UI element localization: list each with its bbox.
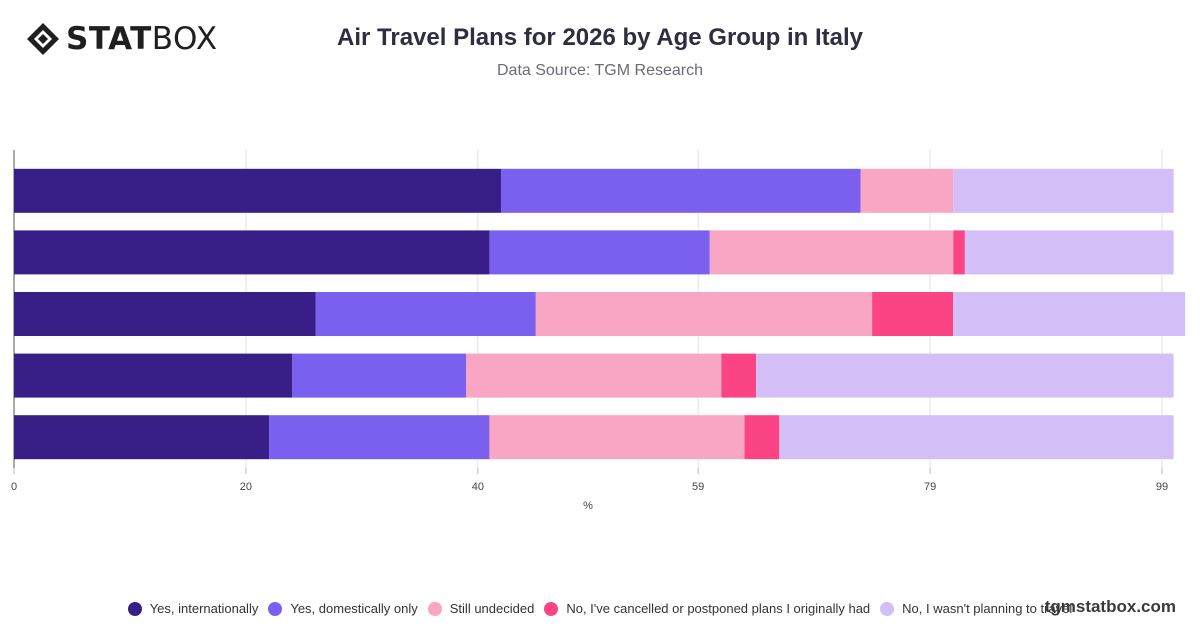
legend-item[interactable]: Yes, domestically only	[268, 601, 418, 616]
bar-segment	[501, 168, 861, 213]
bar-segment	[953, 292, 1186, 336]
statbox-logo: STATBOX	[26, 22, 218, 56]
legend-item[interactable]: No, I've cancelled or postponed plans I …	[544, 601, 870, 616]
bar-segment	[953, 230, 965, 275]
bar-segment	[14, 415, 270, 460]
legend-label: Yes, domestically only	[290, 601, 418, 616]
legend-swatch-icon	[127, 601, 142, 616]
legend-swatch-icon	[268, 601, 283, 616]
x-tick-label: 59	[692, 481, 704, 493]
x-tick-label: 79	[924, 481, 936, 493]
bar-segment	[292, 353, 467, 398]
x-tick-label: 40	[472, 481, 484, 493]
chart-subtitle: Data Source: TGM Research	[496, 62, 703, 79]
legend-label: No, I wasn't planning to travel	[902, 601, 1073, 616]
bar-segment	[315, 292, 536, 336]
logo-text-light: BOX	[151, 20, 218, 57]
legend-label: No, I've cancelled or postponed plans I …	[566, 601, 871, 616]
legend-swatch-icon	[427, 601, 442, 616]
bar-segment	[14, 292, 316, 336]
logo-wordmark: STATBOX	[66, 20, 218, 57]
bar-segment	[860, 168, 954, 213]
bar-segment	[14, 353, 293, 398]
x-tick-label: 0	[11, 481, 17, 493]
diamond-logo-icon	[27, 23, 59, 55]
bar-segment	[14, 168, 502, 213]
chart-title: Air Travel Plans for 2026 by Age Group i…	[337, 24, 863, 51]
watermark: tgmstatbox.com	[1044, 597, 1176, 616]
x-axis-label: %	[583, 500, 593, 512]
legend-item[interactable]: Still undecided	[427, 601, 535, 616]
x-tick-label: 99	[1156, 481, 1168, 493]
bar-segment	[721, 353, 757, 398]
legend-swatch-icon	[880, 601, 895, 616]
bar-segment	[466, 353, 722, 398]
bar-segment	[744, 415, 780, 460]
legend-label: Yes, internationally	[149, 601, 259, 616]
legend-item[interactable]: No, I wasn't planning to travel	[880, 601, 1072, 616]
bar-segment	[489, 415, 745, 460]
bar-segment	[872, 292, 954, 336]
bar-segment	[953, 168, 1174, 213]
bar-segment	[964, 230, 1174, 275]
chart-legend: Yes, internationally Yes, domestically on…	[0, 601, 1200, 616]
bar-segment	[14, 230, 490, 275]
bar-segment	[756, 353, 1174, 398]
legend-item[interactable]: Yes, internationally	[127, 601, 259, 616]
logo-text-bold: STAT	[66, 20, 152, 57]
bar-segment	[489, 230, 710, 275]
x-tick-label: 20	[240, 481, 252, 493]
bar-segment	[709, 230, 954, 275]
stacked-bar-chart: 0 20 40 59 79 99%	[11, 150, 1186, 512]
legend-label: Still undecided	[449, 601, 535, 616]
bar-segment	[269, 415, 490, 460]
bar-segment	[779, 415, 1174, 460]
legend-swatch-icon	[544, 601, 559, 616]
bar-segment	[535, 292, 873, 336]
